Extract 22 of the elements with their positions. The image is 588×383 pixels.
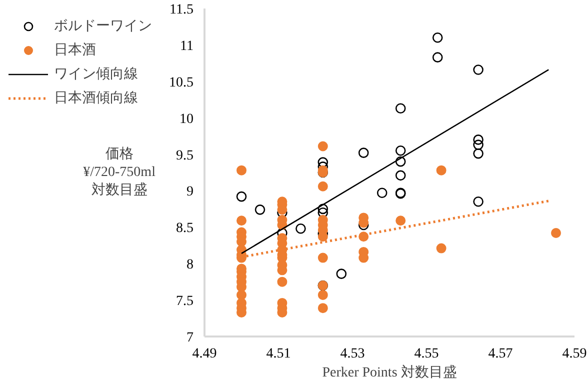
y-tick-label: 8.5 xyxy=(176,221,194,236)
legend-label: ボルドーワイン xyxy=(54,18,152,35)
y-tick-label: 7.5 xyxy=(176,294,194,310)
x-tick-label: 4.53 xyxy=(340,346,365,362)
y-axis-title: 価格 ¥/720-750ml 対数目盛 xyxy=(83,146,156,198)
y-tick-label: 11.5 xyxy=(170,2,194,18)
legend-label: 日本酒 xyxy=(54,42,96,59)
y-tick-label: 10.5 xyxy=(169,75,194,90)
x-tick-label: 4.55 xyxy=(414,346,439,362)
y-tick-label: 11 xyxy=(180,38,194,54)
y-tick-label: 9.5 xyxy=(176,148,194,164)
x-axis-title: Perker Points 対数目盛 xyxy=(322,364,457,380)
y-tick-label: 7 xyxy=(186,330,194,346)
x-tick-label: 4.59 xyxy=(562,346,587,362)
x-tick-label: 4.49 xyxy=(192,346,217,362)
legend-label: ワイン傾向線 xyxy=(54,66,138,83)
x-tick-label: 4.57 xyxy=(488,346,513,362)
x-tick-label: 4.51 xyxy=(266,346,291,362)
legend-label: 日本酒傾向線 xyxy=(54,90,138,107)
y-tick-label: 9 xyxy=(186,184,194,200)
y-tick-label: 8 xyxy=(186,258,194,273)
y-tick-label: 10 xyxy=(180,112,194,127)
